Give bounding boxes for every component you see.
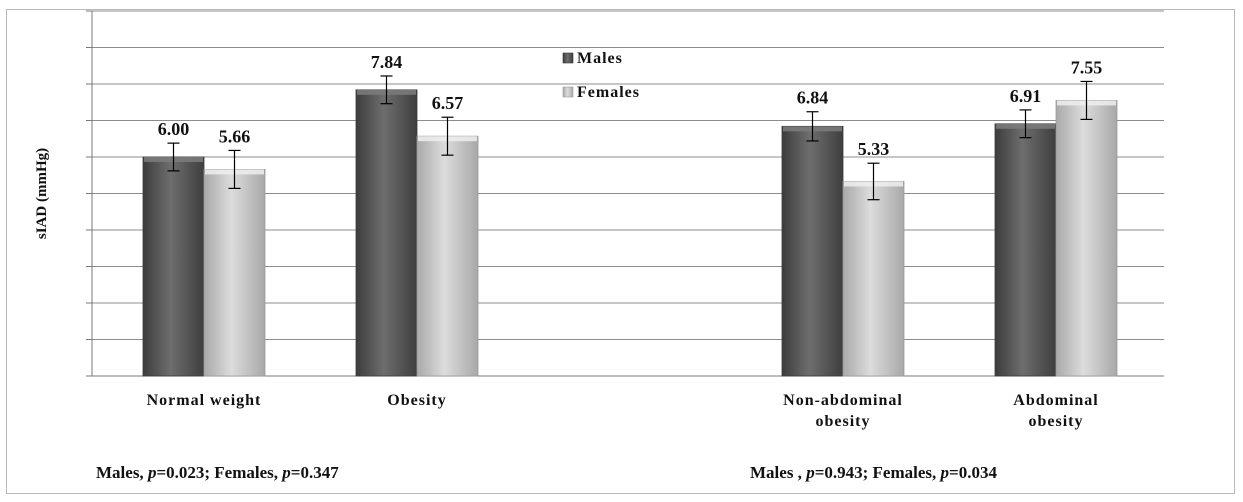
data-label: 5.66 — [219, 126, 251, 146]
bar-females-1 — [416, 135, 479, 377]
bar-females-3 — [1055, 100, 1118, 377]
p-value-note-left: Males, p=0.023; Females, p=0.347 — [96, 463, 339, 482]
legend-swatch-females — [562, 86, 574, 98]
data-label: 6.91 — [1010, 86, 1042, 106]
bar-males-2 — [781, 125, 844, 377]
bar-females-0 — [203, 169, 266, 377]
bar-males-1 — [355, 89, 418, 377]
x-tick-label: Normal weight — [147, 392, 262, 409]
x-tick-label: Non-abdominal — [783, 392, 903, 409]
note-right-males-label: Males , — [750, 463, 807, 482]
note-right-males-p: 0.943 — [824, 463, 863, 482]
data-label: 6.57 — [432, 93, 464, 113]
x-tick-label: obesity — [1029, 413, 1084, 430]
x-tick-label: Abdominal — [1013, 392, 1098, 409]
note-left-females-p: 0.347 — [300, 463, 339, 482]
x-tick-label: Obesity — [387, 392, 446, 409]
note-left-p-symbol-1: p — [147, 463, 157, 482]
legend-label-males: Males — [577, 50, 623, 67]
note-left-males-p: 0.023 — [166, 463, 205, 482]
note-left-females-label: ; Females, — [204, 463, 283, 482]
data-label: 7.84 — [371, 52, 403, 72]
data-label: 6.84 — [797, 88, 829, 108]
data-label: 5.33 — [858, 139, 890, 159]
data-label: 6.00 — [158, 119, 190, 139]
legend-label-females: Females — [577, 84, 640, 101]
bar-males-3 — [994, 123, 1057, 377]
note-right-p-symbol-1: p — [806, 463, 815, 482]
note-right-females-p: 0.034 — [958, 463, 997, 482]
note-right-females-label: ; Females, — [862, 463, 941, 482]
y-axis-label: sIAD (mmHg) — [34, 148, 50, 239]
data-label: 7.55 — [1071, 57, 1103, 77]
x-tick-label: obesity — [816, 413, 871, 430]
bar-males-0 — [142, 156, 205, 377]
note-left-p-symbol-2: p — [282, 463, 291, 482]
note-right-p-symbol-2: p — [940, 463, 950, 482]
note-left-males-label: Males, — [96, 463, 148, 482]
bar-females-2 — [842, 181, 905, 377]
legend-swatch-males — [562, 52, 574, 64]
p-value-note-right: Males , p=0.943; Females, p=0.034 — [750, 463, 997, 482]
